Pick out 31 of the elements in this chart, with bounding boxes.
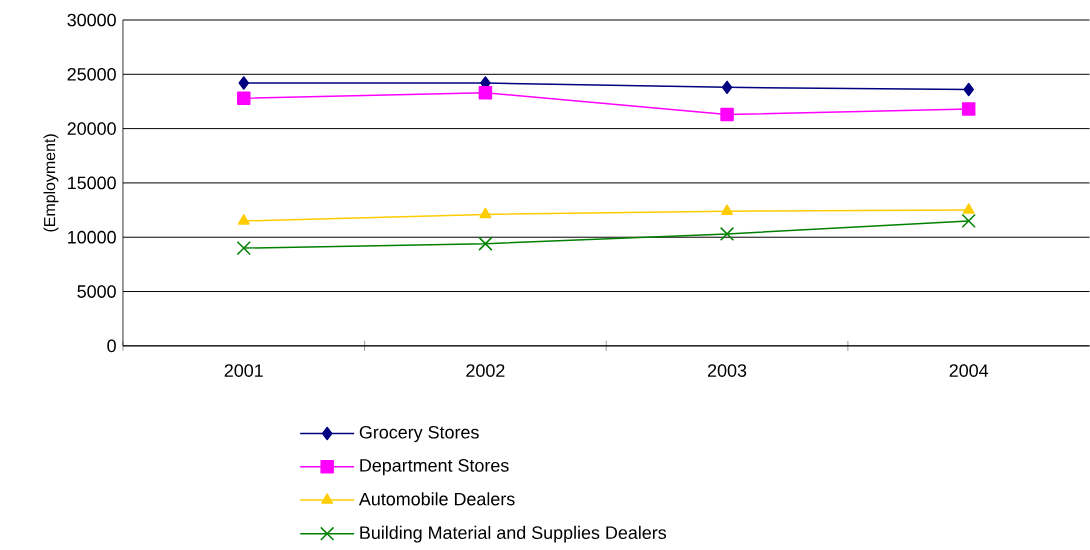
x-tick-label: 2003 [708, 364, 747, 378]
point [961, 214, 976, 229]
point [962, 203, 975, 215]
point [719, 227, 735, 242]
point [237, 214, 250, 225]
point [721, 80, 733, 95]
x-tick-label: 2002 [466, 364, 505, 378]
point [238, 76, 250, 90]
point [478, 236, 493, 252]
y-tick-label: 20000 [67, 122, 116, 136]
legend-label: Department Stores [360, 459, 509, 476]
legend-label: Building Material and Supplies Dealers [360, 526, 667, 543]
point [478, 86, 493, 100]
x-tick-label: 2004 [949, 364, 989, 378]
point [479, 207, 492, 219]
y-tick-label: 10000 [68, 231, 116, 244]
y-tick-label: 5000 [77, 285, 116, 299]
y-axis-title: (Employment) [43, 134, 59, 232]
legend-label: Automobile Dealers [358, 492, 515, 506]
y-tick-label: 25000 [67, 68, 116, 81]
point [720, 107, 734, 122]
y-tick-label: 0 [107, 339, 116, 353]
legend-label: Grocery Stores [359, 426, 479, 443]
point [721, 204, 733, 216]
y-tick-label: 15000 [68, 176, 116, 190]
y-tick-label: 30000 [67, 13, 116, 27]
point [236, 241, 251, 256]
point [237, 91, 251, 106]
x-tick-label: 2001 [224, 364, 263, 378]
point [961, 102, 976, 117]
point [963, 82, 974, 97]
